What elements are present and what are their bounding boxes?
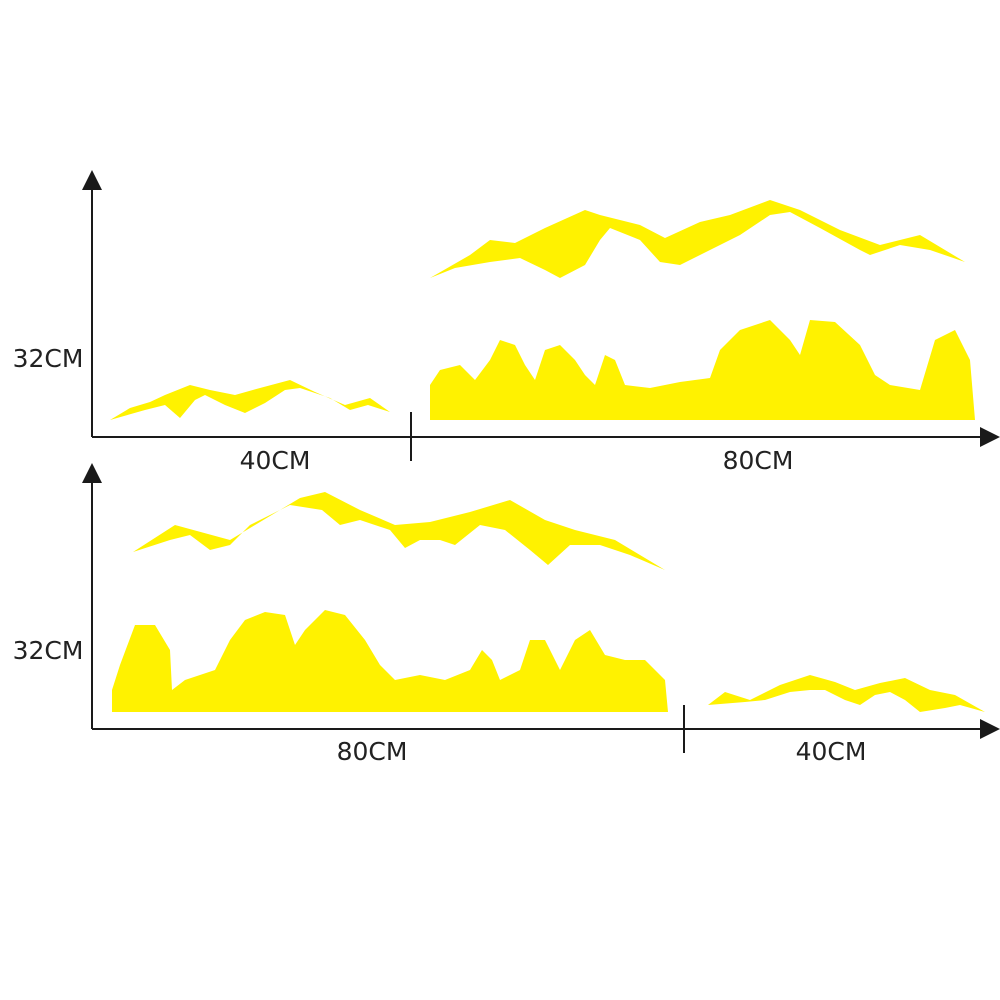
forest [430,320,975,420]
arrow-head [980,427,1000,447]
large-mountain [430,200,965,278]
large-mountain [133,492,665,570]
small-mountain [110,380,390,420]
height-label: 32CM [13,636,84,665]
forest [112,610,668,712]
arrow-head [980,719,1000,739]
panel-bottom: 32CM 80CM 40CM [13,463,1000,766]
panel-top: 32CM 40CM 80CM [13,170,1000,475]
arrow-head [82,170,102,190]
small-mountain [708,675,985,712]
width-label: 40CM [796,737,867,766]
arrow-head [82,463,102,483]
width-label: 80CM [723,446,794,475]
height-label: 32CM [13,344,84,373]
width-label: 80CM [337,737,408,766]
width-label: 40CM [240,446,311,475]
